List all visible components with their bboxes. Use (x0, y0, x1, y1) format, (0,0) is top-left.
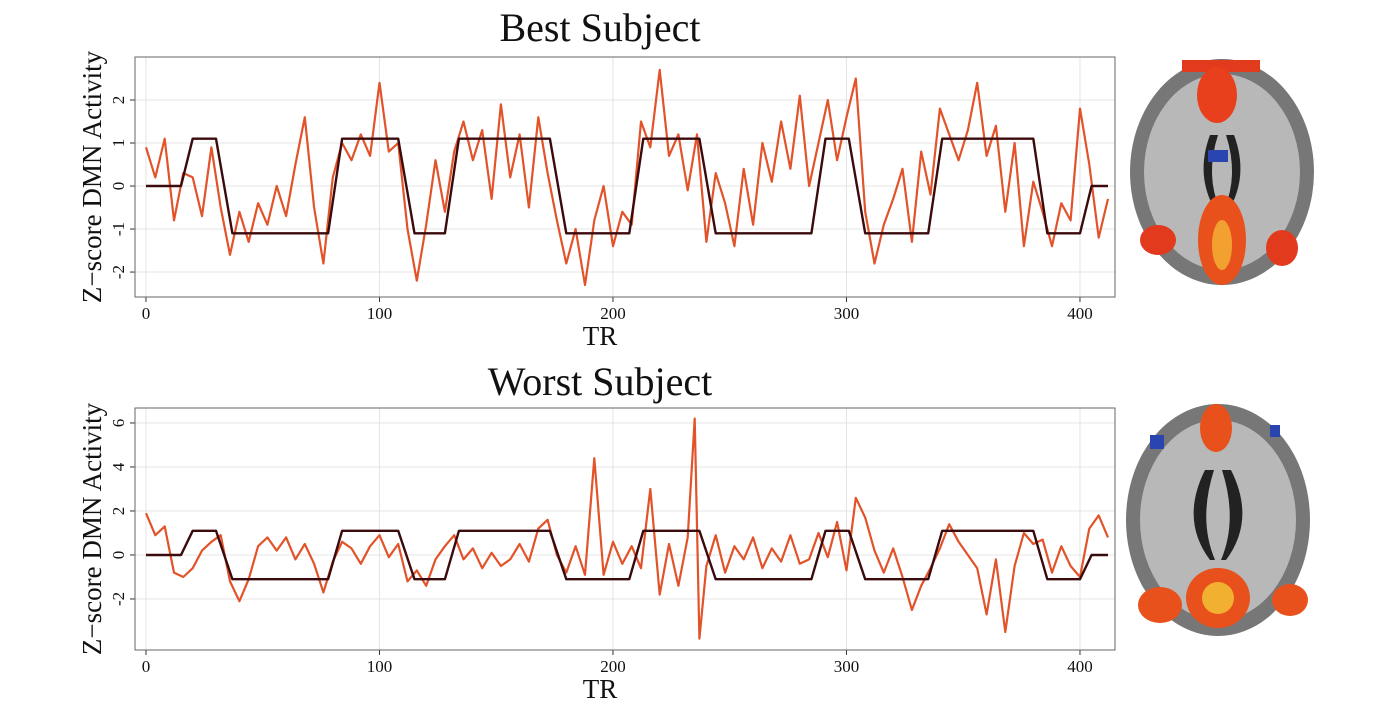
activation-peak (1202, 582, 1234, 614)
x-tick-label: 100 (367, 304, 393, 323)
y-tick-label: 1 (109, 139, 128, 148)
chart-title: Worst Subject (488, 359, 713, 404)
white-matter (1140, 420, 1296, 620)
deactivation (1208, 150, 1228, 162)
series-line (144, 417, 1110, 640)
y-tick-label: 6 (109, 419, 128, 428)
y-tick-label: 0 (109, 551, 128, 560)
x-axis-label: TR (583, 321, 618, 351)
x-tick-label: 400 (1067, 304, 1093, 323)
ventricles (1193, 470, 1243, 560)
series-line (146, 529, 1108, 581)
y-axis-label: Z−score DMN Activity (77, 50, 107, 303)
x-tick-label: 400 (1067, 657, 1093, 676)
x-tick-label: 300 (834, 304, 860, 323)
activation (1266, 230, 1298, 266)
y-tick-label: 0 (109, 182, 128, 191)
white-matter (1144, 74, 1300, 270)
deactivation (1270, 425, 1280, 437)
x-tick-label: 0 (142, 304, 151, 323)
activation (1272, 584, 1308, 616)
activation (1182, 60, 1260, 72)
plot-background (135, 57, 1115, 297)
x-tick-label: 0 (142, 657, 151, 676)
x-tick-label: 200 (600, 304, 626, 323)
y-tick-label: -2 (109, 592, 128, 606)
activation-peak (1212, 220, 1232, 270)
plot-frame (134, 56, 1116, 298)
activation (1197, 67, 1237, 123)
x-tick-label: 100 (367, 657, 393, 676)
activation (1140, 225, 1176, 255)
y-tick-label: 2 (109, 507, 128, 515)
series-line (146, 137, 1108, 235)
x-axis-label: TR (583, 674, 618, 704)
series-line (144, 68, 1110, 287)
plot-background (135, 408, 1115, 650)
x-tick-label: 200 (600, 657, 626, 676)
y-tick-label: 2 (109, 96, 128, 105)
y-axis-label: Z−score DMN Activity (77, 402, 107, 655)
y-tick-label: -1 (109, 222, 128, 236)
activation (1200, 404, 1232, 452)
deactivation (1150, 435, 1164, 449)
brain-map-best (1130, 59, 1314, 285)
y-tick-label: -2 (109, 265, 128, 279)
chart-title: Best Subject (499, 5, 700, 50)
activation (1138, 587, 1182, 623)
plot-frame (134, 407, 1116, 651)
y-tick-label: 4 (109, 462, 128, 471)
brain-map-worst (1126, 404, 1310, 636)
x-tick-label: 300 (834, 657, 860, 676)
